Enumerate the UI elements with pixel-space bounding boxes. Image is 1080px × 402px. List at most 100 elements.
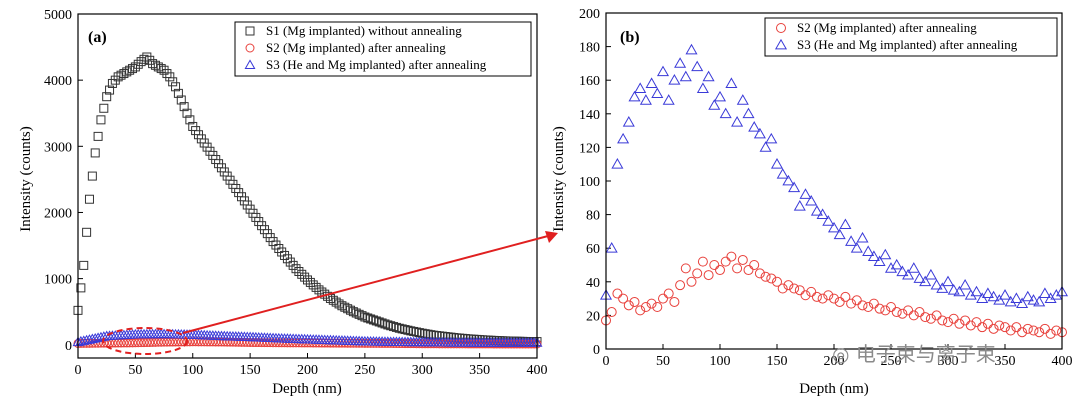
data-point [148,337,158,347]
data-point [799,188,812,199]
data-point [182,108,192,118]
data-point [937,315,948,326]
data-point [658,293,668,304]
data-point [150,337,160,347]
data-point [130,338,140,348]
data-point [389,322,399,332]
legend-symbol [244,59,256,69]
data-point [754,268,765,279]
data-point [159,65,169,75]
data-point [891,307,902,318]
data-point [503,339,513,349]
data-point [777,283,788,294]
data-point [708,99,721,110]
data-point [634,82,647,93]
data-point [964,289,977,300]
data-point [363,313,373,323]
data-point [145,55,155,65]
data-point [680,263,691,274]
data-point [1021,290,1034,302]
data-point [440,339,450,349]
panel-a-legend-symbols [244,26,256,69]
data-point [225,337,235,347]
y-tick-label: 0 [65,339,72,354]
data-point [1000,322,1010,333]
data-point [1022,323,1033,334]
data-point [495,339,505,349]
data-point [833,228,846,240]
data-point [702,70,715,82]
data-point [173,88,183,98]
data-point [652,302,663,312]
data-point [868,298,879,309]
data-point [794,285,805,296]
data-point [725,77,738,88]
data-point [765,132,778,144]
data-point [403,325,413,335]
data-point [523,339,533,349]
data-point [793,200,806,211]
data-point [691,60,704,72]
data-point [443,339,453,349]
data-point [1050,289,1063,300]
data-point [759,141,772,152]
data-point [282,254,292,264]
data-point [645,77,658,88]
data-point [611,158,624,169]
data-point [806,286,817,297]
data-point [696,82,709,93]
data-point [277,247,287,257]
panel-a-label: (a) [88,29,107,46]
data-point [87,171,97,181]
data-point [311,282,321,292]
x-tick-label: 400 [1052,354,1073,369]
watermark-text: 电子束与离子束 [855,342,996,366]
data-point [391,322,401,332]
x-tick-label: 0 [75,363,82,378]
legend-a-item-s1: S1 (Mg implanted) without annealing [266,23,462,38]
data-point [506,339,516,349]
data-point [748,121,761,132]
data-point [460,339,470,349]
data-point [142,52,152,62]
data-point [176,95,186,105]
panel-b: Intensity (counts) Depth (nm) 0 50 100 150 2… [551,7,1073,397]
data-point [656,65,670,77]
data-point [128,338,138,348]
data-point [133,338,143,348]
data-point [709,260,720,270]
data-point [477,339,487,349]
data-point [489,339,499,349]
data-point [274,244,284,254]
data-point [829,293,839,304]
data-point [162,69,172,79]
data-point [429,339,439,349]
data-point [743,265,754,276]
data-point [360,312,370,322]
data-point [816,208,829,219]
data-point [116,70,126,80]
data-point [1011,322,1022,333]
data-point [500,339,510,349]
data-point [432,339,442,349]
data-point [834,296,845,307]
data-point [618,293,629,304]
highlight-ellipse [102,327,188,355]
data-point [1038,287,1051,298]
panel-b-legend-symbols [774,23,788,50]
x-tick-label: 250 [881,354,902,369]
data-point [515,339,525,349]
data-point [913,272,926,283]
data-point [346,305,356,315]
data-point [150,60,160,70]
y-tick-label: 180 [579,41,600,56]
data-point [472,339,482,349]
data-point [414,328,424,338]
data-point [1004,295,1017,307]
data-point [953,285,966,297]
y-tick-label: 140 [579,108,600,123]
data-point [605,242,618,253]
data-point [205,337,215,347]
data-point [959,278,972,290]
